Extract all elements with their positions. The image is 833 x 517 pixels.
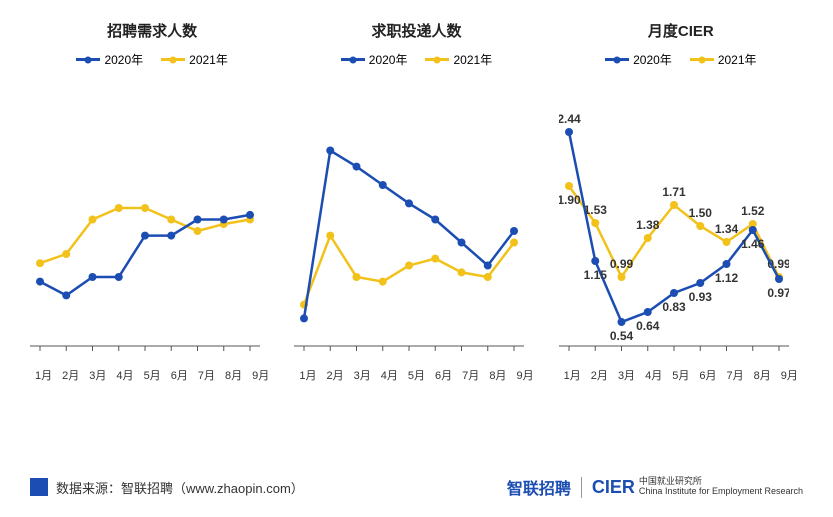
chart-title-3: 月度CIER (648, 20, 714, 41)
legend-swatch-2020 (341, 58, 365, 61)
svg-text:1.50: 1.50 (688, 206, 712, 220)
svg-text:0.93: 0.93 (688, 290, 712, 304)
plot-3: 1.901.530.991.381.711.501.341.520.992.44… (559, 76, 803, 361)
svg-text:0.64: 0.64 (636, 319, 660, 333)
x-tick: 6月 (694, 367, 721, 383)
x-tick: 1月 (559, 367, 586, 383)
legend-swatch-2020 (605, 58, 629, 61)
legend-swatch-2020 (76, 58, 100, 61)
svg-text:1.15: 1.15 (583, 268, 607, 282)
chart-panel-2: 求职投递人数 2020年 2021年 1月2月3月4月5月6月7月8月9月 (294, 20, 538, 383)
chart-title-1: 招聘需求人数 (107, 20, 197, 41)
chart-title-2: 求职投递人数 (371, 20, 461, 41)
legend-2021: 2021年 (690, 51, 757, 68)
footer: 数据来源：智联招聘（www.zhaopin.com） 智联招聘 CIER 中国就… (0, 475, 833, 499)
x-tick: 9月 (776, 367, 803, 383)
legend-swatch-2021 (425, 58, 449, 61)
x-tick: 4月 (640, 367, 667, 383)
x-tick: 5月 (139, 367, 166, 383)
x-tick: 2月 (586, 367, 613, 383)
legend-swatch-2021 (690, 58, 714, 61)
x-tick: 9月 (247, 367, 274, 383)
legend-2: 2020年 2021年 (341, 51, 492, 68)
svg-text:0.97: 0.97 (767, 286, 789, 300)
x-tick: 7月 (193, 367, 220, 383)
x-tick: 8月 (749, 367, 776, 383)
x-tick: 7月 (722, 367, 749, 383)
plot-2 (294, 76, 538, 361)
x-tick: 3月 (613, 367, 640, 383)
x-tick: 5月 (403, 367, 430, 383)
svg-text:1.12: 1.12 (714, 271, 738, 285)
legend-2021: 2021年 (161, 51, 228, 68)
svg-text:0.54: 0.54 (609, 329, 633, 343)
svg-text:1.46: 1.46 (741, 237, 765, 251)
plot-1 (30, 76, 274, 361)
x-tick: 5月 (667, 367, 694, 383)
chart-panel-1: 招聘需求人数 2020年 2021年 1月2月3月4月5月6月7月8月9月 (30, 20, 274, 383)
x-tick: 8月 (484, 367, 511, 383)
x-tick: 8月 (220, 367, 247, 383)
cier-en: China Institute for Employment Research (639, 487, 803, 497)
svg-text:1.90: 1.90 (559, 193, 581, 207)
x-tick: 2月 (321, 367, 348, 383)
x-axis-3: 1月2月3月4月5月6月7月8月9月 (559, 367, 803, 383)
chart-panel-3: 月度CIER 2020年 2021年 1.901.530.991.381.711… (559, 20, 803, 383)
svg-text:1.34: 1.34 (714, 222, 738, 236)
x-tick: 2月 (57, 367, 84, 383)
legend-2020: 2020年 (341, 51, 408, 68)
x-axis-1: 1月2月3月4月5月6月7月8月9月 (30, 367, 274, 383)
legend-swatch-2021 (161, 58, 185, 61)
svg-text:1.52: 1.52 (741, 204, 765, 218)
svg-text:1.38: 1.38 (636, 218, 660, 232)
legend-2020: 2020年 (605, 51, 672, 68)
data-source: 数据来源：智联招聘（www.zhaopin.com） (30, 478, 304, 497)
x-axis-2: 1月2月3月4月5月6月7月8月9月 (294, 367, 538, 383)
legend-2020: 2020年 (76, 51, 143, 68)
legend-2021: 2021年 (425, 51, 492, 68)
charts-row: 招聘需求人数 2020年 2021年 1月2月3月4月5月6月7月8月9月 求职… (0, 0, 833, 383)
svg-text:2.44: 2.44 (559, 112, 581, 126)
x-tick: 1月 (30, 367, 57, 383)
source-text: 数据来源：智联招聘（www.zhaopin.com） (56, 478, 304, 497)
legend-1: 2020年 2021年 (76, 51, 227, 68)
x-tick: 6月 (166, 367, 193, 383)
x-tick: 4月 (376, 367, 403, 383)
svg-text:1.71: 1.71 (662, 185, 686, 199)
x-tick: 1月 (294, 367, 321, 383)
svg-text:0.83: 0.83 (662, 300, 686, 314)
x-tick: 3月 (84, 367, 111, 383)
svg-text:0.99: 0.99 (609, 257, 633, 271)
x-tick: 9月 (511, 367, 538, 383)
x-tick: 7月 (457, 367, 484, 383)
x-tick: 4月 (111, 367, 138, 383)
footer-logos: 智联招聘 CIER 中国就业研究所 China Institute for Em… (507, 475, 803, 499)
cier-logo: CIER 中国就业研究所 China Institute for Employm… (581, 477, 803, 498)
legend-3: 2020年 2021年 (605, 51, 756, 68)
cier-big-text: CIER (592, 477, 635, 498)
x-tick: 3月 (349, 367, 376, 383)
zhilian-logo: 智联招聘 (507, 475, 571, 499)
source-box-icon (30, 478, 48, 496)
x-tick: 6月 (430, 367, 457, 383)
